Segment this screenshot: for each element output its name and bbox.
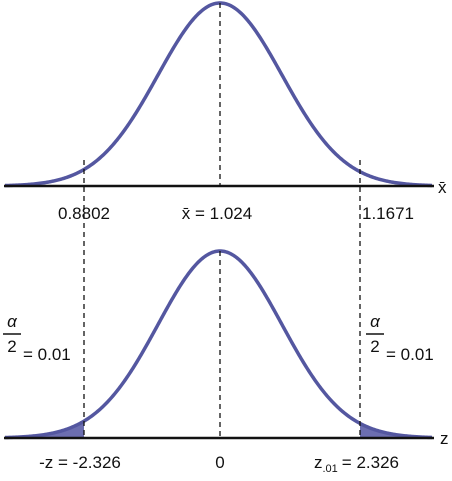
z-sub: .01 (323, 463, 338, 475)
top-center-label: x̄ = 1.024 (182, 204, 252, 223)
left-tail-label: α 2 = 0.01 (3, 312, 71, 364)
top-curve (4, 1, 433, 188)
z-base: z (314, 453, 323, 472)
bottom-curve (4, 249, 433, 440)
right-tail-label: α 2 = 0.01 (366, 312, 434, 364)
left-tail-area (5, 421, 84, 438)
top-right-label: 1.1671 (362, 204, 414, 223)
denominator: 2 (7, 337, 16, 356)
bottom-right-label: z.01 = 2.326 (314, 453, 399, 475)
bottom-axis-label: z (440, 429, 449, 448)
numerator: α (370, 312, 381, 331)
bottom-center-label: 0 (215, 453, 224, 472)
numerator: α (7, 312, 18, 331)
top-axis-label: x̄ (438, 178, 447, 197)
tail-rest: = 0.01 (386, 345, 434, 364)
top-left-label: 0.8802 (58, 204, 110, 223)
denominator: 2 (370, 337, 379, 356)
bottom-left-label: -z = -2.326 (39, 453, 121, 472)
z-rest: = 2.326 (342, 453, 399, 472)
tail-rest: = 0.01 (23, 345, 71, 364)
right-tail-area (360, 423, 432, 438)
